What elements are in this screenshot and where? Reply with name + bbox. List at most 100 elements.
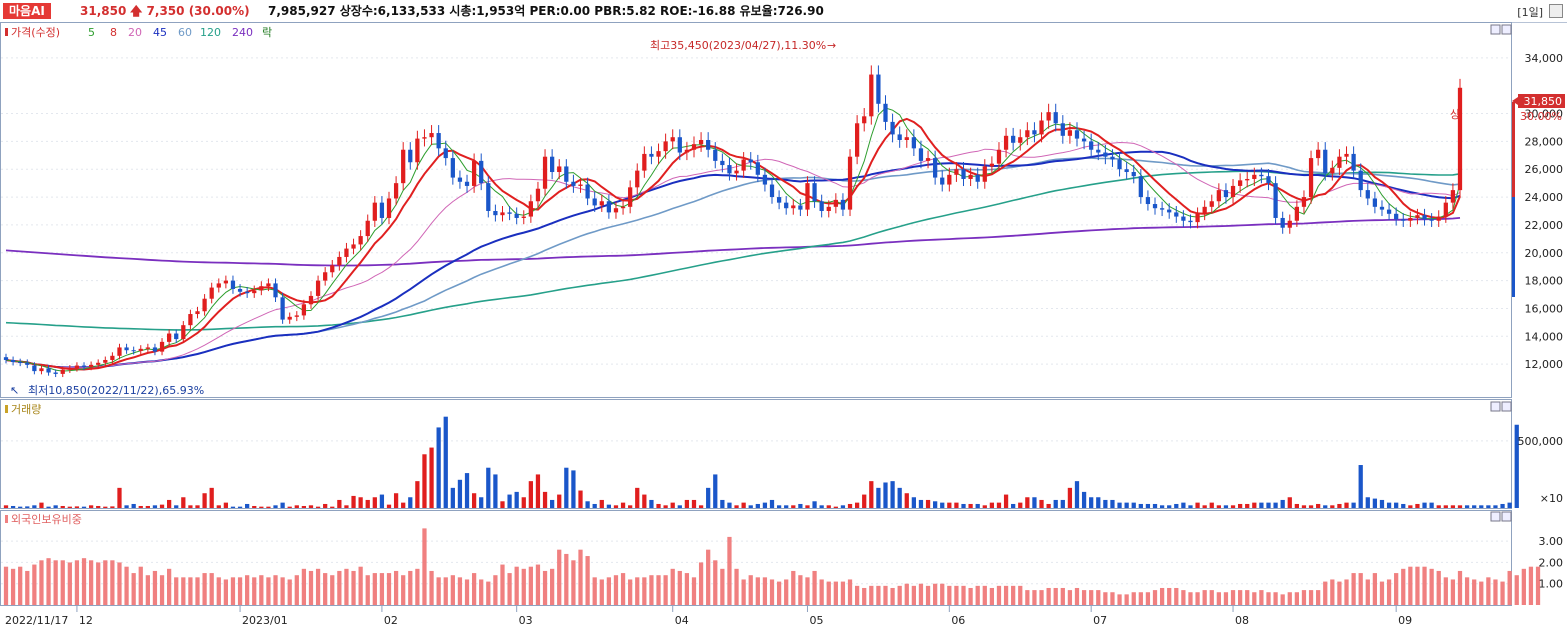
volume-bar xyxy=(734,505,739,508)
volume-bar xyxy=(720,499,725,508)
candle-body xyxy=(592,198,597,206)
foreign-bar xyxy=(330,575,335,605)
foreign-bar xyxy=(698,562,704,605)
foreign-bar xyxy=(1074,587,1080,605)
volume-bar xyxy=(259,506,264,508)
volume-bar xyxy=(507,494,512,508)
maximize-icon[interactable] xyxy=(1490,401,1501,412)
panel-controls[interactable] xyxy=(1490,24,1512,522)
volume-bar xyxy=(167,499,172,508)
stock-info-line: 7,985,927 상장수:6,133,533 시총:1,953억 PER:0.… xyxy=(268,4,824,18)
foreign-bar xyxy=(1500,581,1505,605)
maximize-icon[interactable] xyxy=(1490,511,1501,522)
candle-body xyxy=(677,137,682,153)
volume-bar xyxy=(443,416,448,508)
volume-bar xyxy=(1011,503,1016,508)
foreign-bar xyxy=(1330,579,1335,605)
maximize-icon[interactable] xyxy=(1490,24,1501,35)
candle-body xyxy=(337,256,342,266)
volume-bar xyxy=(1110,499,1115,508)
volume-bar xyxy=(372,497,377,508)
high-arrow-icon: → xyxy=(827,39,836,52)
foreign-bar xyxy=(174,577,179,605)
foreign-bar xyxy=(784,579,789,605)
foreign-bar xyxy=(464,579,470,605)
candle-body xyxy=(684,149,690,153)
stock-name-badge[interactable]: 마음AI xyxy=(3,3,51,19)
volume-bar xyxy=(656,503,661,508)
candle-body xyxy=(954,169,959,175)
volume-bar xyxy=(67,506,72,508)
foreign-bar xyxy=(507,573,512,605)
period-selector[interactable]: [1일] xyxy=(1517,6,1543,19)
foreign-bar xyxy=(315,568,321,605)
foreign-bar xyxy=(337,570,342,605)
candle-body xyxy=(769,184,775,198)
volume-bar xyxy=(635,487,640,508)
volume-bar xyxy=(1152,503,1158,508)
candle-body xyxy=(386,198,392,218)
foreign-bar xyxy=(429,570,434,605)
foreign-bar xyxy=(1294,592,1299,605)
foreign-bar xyxy=(18,566,23,605)
candle-body xyxy=(1223,190,1229,198)
close-icon[interactable] xyxy=(1501,511,1512,522)
x-tick-label: 07 xyxy=(1093,614,1107,627)
volume-bar xyxy=(670,502,675,508)
candle-body xyxy=(869,74,874,117)
foreign-bar xyxy=(1089,590,1094,605)
volume-bar xyxy=(1294,503,1299,508)
candle-body xyxy=(989,163,995,167)
volume-bar xyxy=(1287,497,1292,508)
foreign-bar xyxy=(670,568,675,605)
volume-tick-label: 500,000 xyxy=(1518,435,1564,448)
foreign-bar xyxy=(592,577,597,605)
candle-body xyxy=(315,280,321,296)
candle-body xyxy=(145,347,150,349)
volume-bar xyxy=(1131,502,1136,508)
foreign-bar xyxy=(401,575,406,605)
volume-bar xyxy=(1089,497,1094,508)
candle-body xyxy=(635,170,640,188)
candle-body xyxy=(486,183,491,211)
volume-bar xyxy=(1124,502,1129,508)
candle-body xyxy=(493,211,498,216)
volume-bar xyxy=(1216,505,1221,508)
foreign-bar xyxy=(1230,590,1236,605)
volume-bar xyxy=(1230,505,1236,508)
foreign-bar xyxy=(159,575,165,605)
close-icon[interactable] xyxy=(1501,401,1512,412)
foreign-bar xyxy=(266,577,271,605)
candle-body xyxy=(1230,185,1236,198)
foreign-bar xyxy=(1422,566,1427,605)
candle-body xyxy=(1443,202,1448,217)
foreign-bar xyxy=(1110,592,1115,605)
scroll-icon[interactable] xyxy=(1549,4,1563,18)
candle-body xyxy=(812,183,817,202)
foreign-bar xyxy=(805,577,810,605)
candle-body xyxy=(1131,172,1136,177)
foreign-bar xyxy=(776,581,782,605)
volume-bar xyxy=(869,481,874,508)
volume-bar xyxy=(1245,503,1250,508)
foreign-bar xyxy=(1316,590,1321,605)
volume-bar xyxy=(1273,502,1278,508)
foreign-bar xyxy=(1202,590,1207,605)
volume-bar xyxy=(698,505,704,508)
foreign-bar xyxy=(152,570,158,605)
candle-body xyxy=(1089,141,1094,150)
candle-body xyxy=(947,174,952,185)
price-tick-label: 12,000 xyxy=(1525,358,1564,371)
foreign-bar xyxy=(564,553,569,605)
stock-chart[interactable]: 12,000 14,000 16,000 18,000 20,000 22,000 24,0… xyxy=(0,22,1567,630)
close-icon[interactable] xyxy=(1501,24,1512,35)
volume-bar xyxy=(557,494,562,508)
volume-bar xyxy=(585,501,590,508)
x-tick-label: 09 xyxy=(1398,614,1412,627)
price-tick-label: 28,000 xyxy=(1525,135,1564,148)
foreign-bar xyxy=(890,587,895,605)
foreign-bar xyxy=(209,573,214,605)
current-price: 31,850 xyxy=(80,4,127,18)
foreign-bar xyxy=(1365,579,1370,605)
candle-body xyxy=(1081,138,1087,142)
